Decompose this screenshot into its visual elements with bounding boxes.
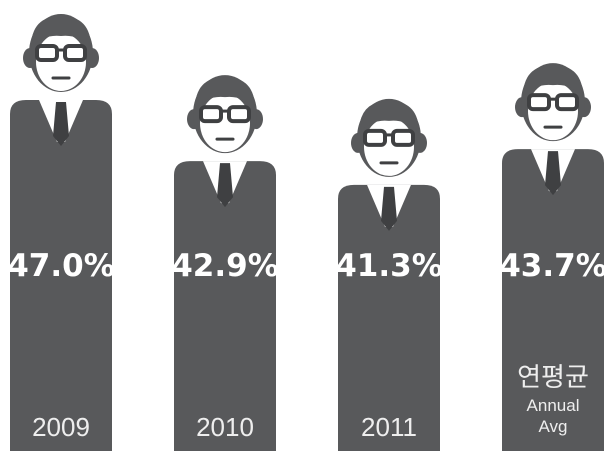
chart: 47.0% 2009 42.9% 2010 41.3% 2011 43.7% 연평균Annua… [0,0,604,451]
glasses [201,107,221,121]
category-label: 2009 [32,412,90,442]
person [23,14,99,92]
category-label: 연평균 [517,362,589,392]
category-label: 2010 [196,412,254,442]
value-label: 47.0% [7,248,115,284]
glasses [65,46,85,60]
glasses [229,107,249,121]
person [351,99,427,177]
value-label: 42.9% [171,248,279,284]
category-label: 2011 [361,412,417,442]
person [515,63,591,141]
person [187,75,263,153]
category-sublabel: Annual Avg [525,395,581,437]
glasses [529,95,549,109]
glasses [37,46,57,60]
value-label: 43.7% [499,248,604,284]
glasses [393,131,413,145]
glasses [365,131,385,145]
value-label: 41.3% [335,248,443,284]
sublabel-box: Annual Avg [518,395,588,445]
glasses [557,95,577,109]
